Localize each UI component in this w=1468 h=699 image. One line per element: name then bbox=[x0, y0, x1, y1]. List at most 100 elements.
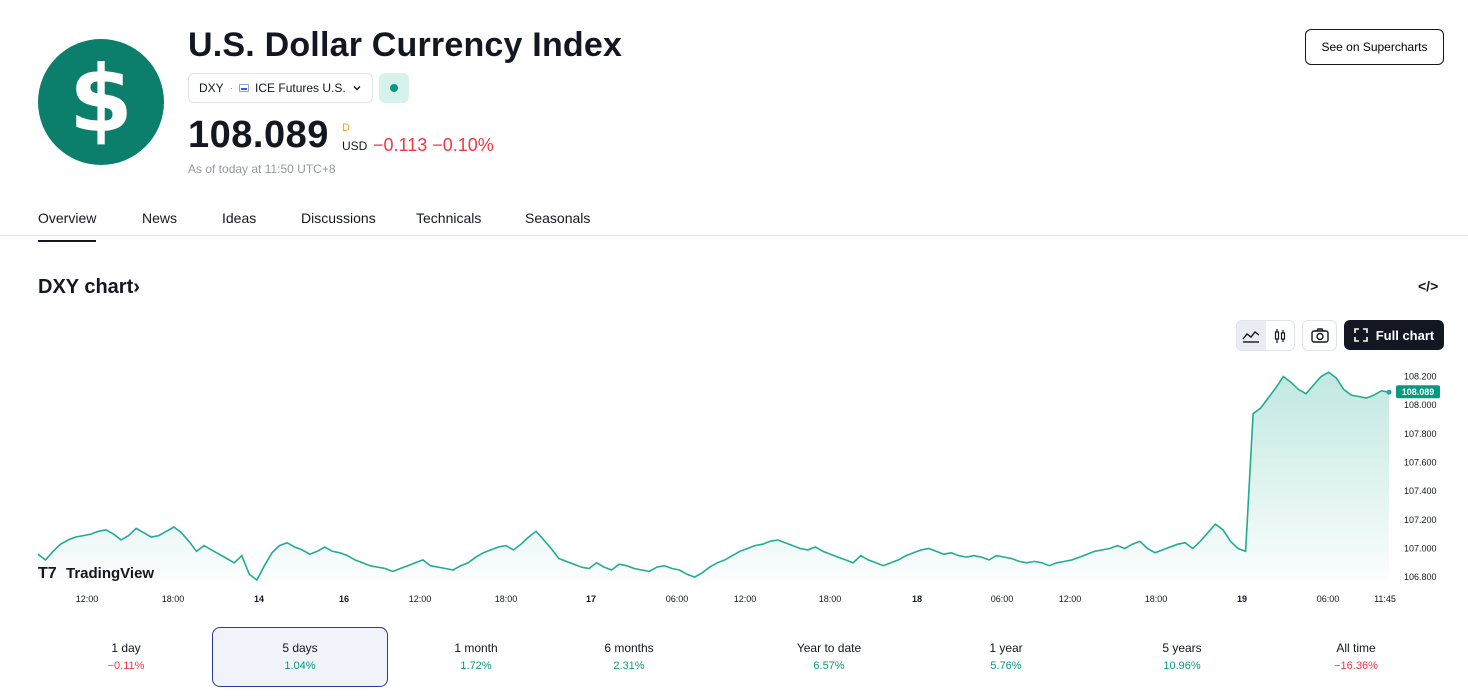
y-tick-label: 107.000 bbox=[1404, 543, 1437, 553]
period-1-day[interactable]: 1 day −0.11% bbox=[38, 627, 214, 687]
dxy-logo: $ bbox=[38, 39, 164, 165]
period-6-months[interactable]: 6 months 2.31% bbox=[541, 627, 717, 687]
y-tick-label: 106.800 bbox=[1404, 572, 1437, 582]
tradingview-logo-icon: T7 bbox=[38, 565, 57, 582]
x-tick-label: 18 bbox=[912, 594, 922, 604]
period-label: 6 months bbox=[604, 641, 654, 655]
snapshot-button[interactable] bbox=[1302, 320, 1337, 351]
performance-periods: 1 day −0.11% 5 days 1.04% 1 month 1.72% 6 m… bbox=[38, 627, 1444, 687]
period-return: 6.57% bbox=[813, 660, 845, 672]
exchange-flag-icon bbox=[239, 84, 250, 92]
period-5-days[interactable]: 5 days 1.04% bbox=[212, 627, 388, 687]
chevron-right-icon: › bbox=[133, 276, 140, 298]
x-tick-label: 17 bbox=[586, 594, 596, 604]
period-label: 5 days bbox=[282, 641, 318, 655]
tab-news[interactable]: News bbox=[142, 210, 178, 226]
x-axis: 12:00 18:00 14 16 12:00 18:00 17 06:00 12:00 18:0… bbox=[76, 594, 1396, 604]
area-chart-style-button[interactable] bbox=[1237, 321, 1266, 350]
y-tick-label: 108.200 bbox=[1404, 371, 1437, 381]
x-tick-label: 18:00 bbox=[162, 594, 185, 604]
y-tick-label: 107.400 bbox=[1404, 486, 1437, 496]
last-price: 108.089 bbox=[188, 114, 329, 156]
exchange-label: ICE Futures U.S. bbox=[255, 81, 346, 95]
tab-seasonals[interactable]: Seasonals bbox=[525, 210, 591, 226]
chart-style-toggle bbox=[1236, 320, 1295, 351]
y-axis: 108.200 108.000 107.800 107.600 107.400 107.2… bbox=[1404, 371, 1437, 582]
period-return: 1.72% bbox=[460, 660, 492, 672]
chevron-down-icon bbox=[353, 86, 361, 91]
x-tick-label: 14 bbox=[254, 594, 264, 604]
period-label: 1 month bbox=[454, 641, 498, 655]
x-tick-label: 06:00 bbox=[1317, 594, 1340, 604]
fullscreen-icon bbox=[1353, 328, 1368, 342]
price-line bbox=[37, 371, 1390, 582]
period-all-time[interactable]: All time −16.36% bbox=[1268, 627, 1444, 687]
x-tick-label: 12:00 bbox=[734, 594, 757, 604]
price-flag: D bbox=[342, 122, 350, 134]
separator-dot: · bbox=[229, 82, 234, 94]
page-title: U.S. Dollar Currency Index bbox=[188, 26, 623, 64]
y-tick-label: 107.200 bbox=[1404, 515, 1437, 525]
period-return: 5.76% bbox=[990, 660, 1022, 672]
candle-chart-style-button[interactable] bbox=[1266, 321, 1295, 350]
symbol-exchange-dropdown[interactable]: DXY · ICE Futures U.S. bbox=[188, 73, 373, 103]
price-change-pct: −0.10% bbox=[432, 135, 494, 155]
period-label: Year to date bbox=[796, 641, 862, 655]
period-year-to-date[interactable]: Year to date 6.57% bbox=[741, 627, 917, 687]
period-return: 1.04% bbox=[284, 660, 316, 672]
period-return: 10.96% bbox=[1163, 660, 1201, 672]
area-chart-icon bbox=[1242, 330, 1260, 343]
period-label: 1 year bbox=[989, 641, 1023, 655]
x-tick-label: 18:00 bbox=[819, 594, 842, 604]
tab-ideas[interactable]: Ideas bbox=[222, 210, 257, 226]
period-return: 2.31% bbox=[613, 660, 645, 672]
x-tick-label: 06:00 bbox=[666, 594, 689, 604]
chart-section-title[interactable]: DXY chart› bbox=[38, 276, 140, 299]
symbol-label: DXY bbox=[199, 81, 224, 95]
chart-title-text: DXY chart bbox=[38, 276, 134, 298]
full-chart-label: Full chart bbox=[1375, 327, 1435, 343]
x-tick-label: 12:00 bbox=[409, 594, 432, 604]
camera-icon bbox=[1310, 328, 1329, 343]
dollar-sign-icon: $ bbox=[68, 46, 133, 153]
y-tick-label: 107.600 bbox=[1404, 457, 1437, 467]
candlestick-icon bbox=[1274, 328, 1285, 343]
period-return: −16.36% bbox=[1334, 660, 1378, 672]
x-tick-label: 19 bbox=[1237, 594, 1247, 604]
x-tick-label: 18:00 bbox=[495, 594, 518, 604]
tab-overview[interactable]: Overview bbox=[38, 210, 97, 242]
y-tick-label: 107.800 bbox=[1404, 429, 1437, 439]
x-tick-label: 12:00 bbox=[76, 594, 99, 604]
tab-technicals[interactable]: Technicals bbox=[416, 210, 482, 226]
period-return: −0.11% bbox=[107, 660, 145, 672]
period-label: 5 years bbox=[1162, 641, 1202, 655]
period-1-year[interactable]: 1 year 5.76% bbox=[918, 627, 1094, 687]
period-label: All time bbox=[1336, 641, 1376, 655]
see-on-supercharts-button[interactable]: See on Supercharts bbox=[1305, 29, 1444, 65]
price-area-fill bbox=[38, 372, 1389, 580]
tabs-divider bbox=[0, 235, 1468, 236]
last-price-dot bbox=[1386, 389, 1392, 395]
period-1-month[interactable]: 1 month 1.72% bbox=[388, 627, 564, 687]
market-status-indicator[interactable] bbox=[379, 73, 409, 103]
price-chart[interactable]: 108.200 108.000 107.800 107.600 107.400 107.2… bbox=[0, 360, 1468, 610]
embed-code-icon[interactable]: </> bbox=[1418, 278, 1439, 294]
full-chart-button[interactable]: Full chart bbox=[1344, 320, 1444, 350]
price-change: −0.113 −0.10% bbox=[373, 135, 494, 156]
x-tick-label: 06:00 bbox=[991, 594, 1014, 604]
price-currency: USD bbox=[342, 139, 368, 153]
last-price-tag-text: 108.089 bbox=[1402, 387, 1435, 397]
market-open-dot-icon bbox=[390, 84, 398, 92]
x-tick-label: 11:45 bbox=[1374, 594, 1396, 604]
price-change-abs: −0.113 bbox=[373, 135, 428, 155]
tradingview-watermark: T7 TradingView bbox=[38, 565, 154, 582]
x-tick-label: 18:00 bbox=[1145, 594, 1168, 604]
period-5-years[interactable]: 5 years 10.96% bbox=[1094, 627, 1270, 687]
tradingview-brand: TradingView bbox=[66, 565, 154, 582]
as-of-timestamp: As of today at 11:50 UTC+8 bbox=[188, 162, 336, 176]
x-tick-label: 16 bbox=[339, 594, 349, 604]
period-label: 1 day bbox=[111, 641, 141, 655]
last-price-tag bbox=[1396, 385, 1440, 399]
y-tick-label: 108.000 bbox=[1404, 400, 1437, 410]
tab-discussions[interactable]: Discussions bbox=[301, 210, 376, 226]
